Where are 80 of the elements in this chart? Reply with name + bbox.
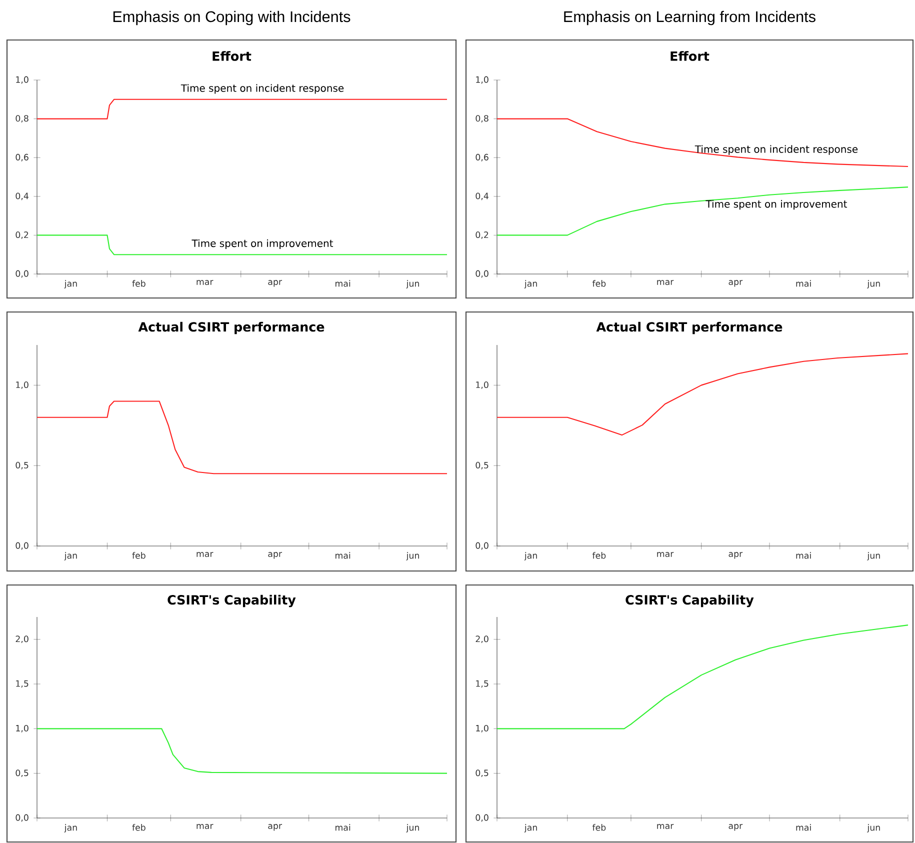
- y-tick-label: 0,0: [16, 814, 28, 822]
- x-tick-label: feb: [132, 552, 146, 559]
- series-label: Time spent on incident response: [694, 145, 858, 156]
- x-tick-label: jan: [64, 552, 77, 561]
- x-tick-label: mar: [657, 552, 674, 558]
- series-label: Time spent on improvement: [192, 240, 334, 250]
- x-tick-label: apr: [268, 280, 282, 287]
- y-tick-label: 2,0: [16, 636, 28, 644]
- y-tick-label: 1,5: [16, 680, 28, 688]
- chart-title: Actual CSIRT performance: [138, 322, 324, 334]
- x-tick-label: mai: [796, 280, 811, 287]
- y-tick-label: 1,5: [476, 680, 488, 688]
- line-series: [496, 186, 909, 236]
- x-tick-label: mai: [336, 824, 350, 831]
- text: Emphasis on Learning from Incidents: [564, 11, 816, 26]
- x-tick-label: feb: [592, 552, 606, 559]
- x-tick-label: feb: [132, 824, 146, 831]
- y-tick-label: 1,0: [16, 725, 28, 733]
- chart-title: Effort: [212, 51, 252, 62]
- x-tick-label: jan: [524, 280, 537, 289]
- y-tick-label: 1,0: [476, 76, 488, 84]
- x-tick-label: jun: [406, 824, 419, 833]
- x-tick-label: mai: [336, 552, 350, 559]
- x-tick-label: jun: [406, 280, 419, 289]
- y-tick-label: 0,0: [476, 270, 488, 278]
- y-tick-label: 0,5: [476, 770, 488, 778]
- x-tick-label: apr: [728, 824, 743, 831]
- chart-title: CSIRT's Capability: [626, 595, 754, 608]
- x-tick-label: apr: [728, 552, 743, 559]
- x-tick-label: feb: [592, 280, 606, 287]
- line-series: [496, 118, 909, 168]
- x-tick-label: mar: [657, 280, 674, 286]
- x-tick-label: mai: [796, 552, 811, 559]
- x-tick-label: mar: [196, 552, 214, 558]
- line-series: [36, 400, 448, 474]
- y-tick-label: 0,4: [16, 192, 28, 200]
- y-tick-label: 0,6: [16, 154, 28, 162]
- y-tick-label: 0,5: [476, 462, 488, 470]
- chart-title: Effort: [670, 51, 710, 62]
- y-tick-label: 1,0: [16, 76, 28, 84]
- y-tick-label: 0,0: [16, 542, 28, 550]
- x-tick-label: jun: [406, 552, 419, 561]
- series-label: Time spent on improvement: [706, 200, 848, 210]
- x-tick-label: jan: [64, 280, 77, 289]
- x-tick-label: feb: [592, 824, 606, 831]
- y-tick-label: 0,8: [476, 115, 488, 123]
- y-tick-label: 0,2: [16, 232, 28, 240]
- y-tick-label: 0,0: [476, 542, 488, 550]
- x-tick-label: jan: [64, 824, 77, 833]
- x-tick-label: jan: [524, 552, 537, 561]
- x-tick-label: mar: [196, 280, 214, 286]
- y-tick-label: 0,2: [476, 232, 488, 240]
- x-tick-label: apr: [728, 280, 743, 287]
- x-tick-label: feb: [132, 280, 146, 287]
- line-series: [496, 353, 909, 436]
- x-tick-label: mar: [657, 824, 674, 830]
- y-tick-label: 0,5: [16, 462, 28, 470]
- x-tick-label: mai: [796, 824, 811, 831]
- x-tick-label: apr: [268, 552, 282, 559]
- x-tick-label: jun: [867, 280, 880, 289]
- y-tick-label: 0,6: [476, 154, 488, 162]
- chart-title: Actual CSIRT performance: [596, 322, 782, 334]
- text: Emphasis on Coping with Incidents: [113, 11, 350, 26]
- y-tick-label: 1,0: [476, 382, 488, 390]
- y-tick-label: 1,0: [16, 382, 28, 390]
- y-tick-label: 0,0: [476, 814, 488, 822]
- y-tick-label: 0,4: [476, 192, 488, 200]
- y-tick-label: 0,8: [16, 115, 28, 123]
- series-label: Time spent on incident response: [180, 84, 344, 94]
- y-tick-label: 2,0: [476, 636, 488, 644]
- x-tick-label: jan: [524, 824, 537, 833]
- y-tick-label: 0,5: [16, 770, 28, 778]
- x-tick-label: apr: [268, 824, 282, 831]
- y-tick-label: 0,0: [16, 270, 28, 278]
- x-tick-label: jun: [867, 824, 880, 833]
- y-tick-label: 1,0: [476, 725, 488, 733]
- x-tick-label: jun: [867, 552, 880, 561]
- x-tick-label: mai: [336, 280, 350, 287]
- x-tick-label: mar: [196, 824, 214, 830]
- chart-title: CSIRT's Capability: [168, 595, 296, 608]
